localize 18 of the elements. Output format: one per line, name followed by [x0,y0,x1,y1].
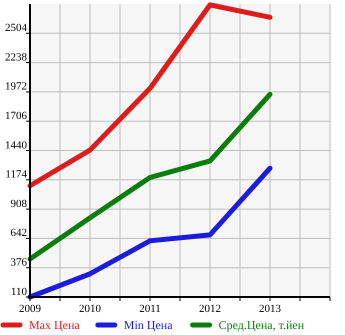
y-tick-label: 1972 [5,80,27,93]
x-tick-label: 2009 [19,303,42,315]
y-tick-label: 642 [10,227,27,240]
y-tick-label: 2238 [5,51,28,64]
x-tick-label: 2010 [79,303,102,315]
x-tick-label: 2013 [259,303,282,315]
y-tick-label: 1706 [5,110,28,122]
y-tick-label: 376 [10,256,28,268]
x-tick-label: 2012 [199,303,221,315]
y-tick-label: 1440 [5,139,28,152]
legend-label: Min Цена [124,318,174,332]
legend-label: Сред.Цена, т.йен [218,318,305,332]
x-tick-label: 2011 [139,303,161,315]
y-tick-label: 1174 [5,168,28,181]
y-tick-label: 110 [10,286,28,298]
y-tick-label: 908 [10,198,28,210]
legend-label: Max Цена [29,318,80,332]
y-tick-label: 2504 [5,22,28,34]
